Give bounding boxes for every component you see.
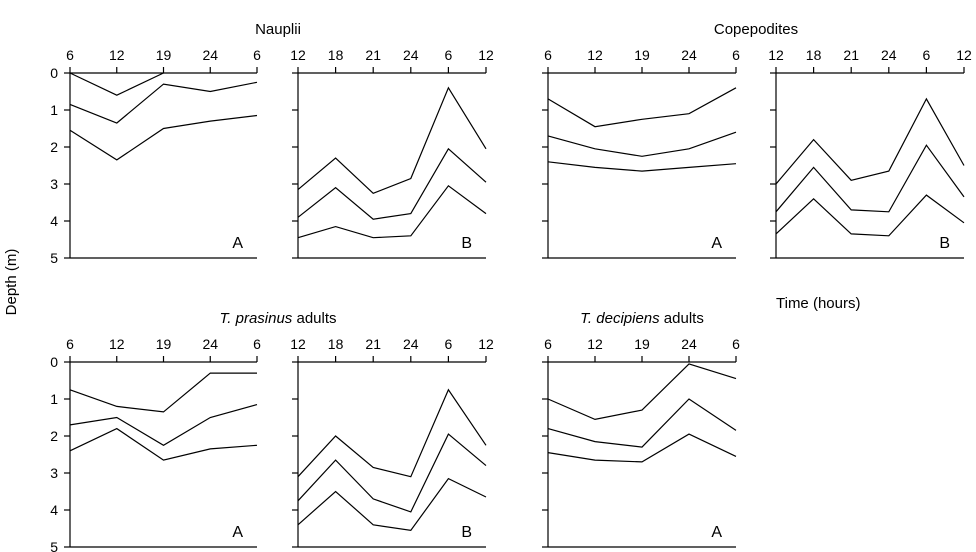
x-tick-label: 6 — [544, 47, 552, 63]
y-tick-label: 3 — [50, 465, 58, 481]
series-line-1 — [547, 363, 737, 421]
series-line-2 — [297, 147, 487, 220]
series-line-3 — [69, 427, 258, 461]
x-tick-label: 18 — [328, 336, 344, 352]
time-axis-label: Time (hours) — [776, 295, 860, 312]
y-tick-label: 0 — [50, 354, 58, 370]
series-line-1 — [775, 97, 965, 185]
x-tick-label: 24 — [681, 47, 697, 63]
panel-letter: A — [711, 235, 722, 252]
panel-4: 12 18 21 24 6 12 B — [768, 47, 972, 259]
x-tick-label: 12 — [109, 336, 125, 352]
x-tick-label: 6 — [66, 336, 74, 352]
y-tick-label: 0 — [50, 65, 58, 81]
y-axis-label: Depth (m) — [3, 249, 20, 316]
panel-6: 12 18 21 24 6 12 B — [290, 336, 494, 548]
y-tick-label: 5 — [50, 250, 58, 266]
x-tick-label: 12 — [290, 47, 306, 63]
x-tick-label: 18 — [328, 47, 344, 63]
x-tick-label: 6 — [253, 47, 261, 63]
series-line-3 — [775, 194, 965, 237]
x-tick-label: 24 — [202, 47, 218, 63]
x-tick-label: 24 — [403, 336, 419, 352]
panel-letter: B — [461, 524, 472, 541]
panel-letter: B — [461, 235, 472, 252]
x-tick-label: 12 — [587, 336, 603, 352]
panel-3: Copepodites 6 12 19 24 6 A — [542, 21, 798, 259]
panel-letter: A — [711, 524, 722, 541]
x-tick-label: 19 — [634, 47, 650, 63]
x-tick-label: 6 — [66, 47, 74, 63]
x-tick-label: 19 — [634, 336, 650, 352]
x-tick-label: 19 — [156, 336, 172, 352]
series-line-1 — [69, 72, 164, 96]
group-title: T. prasinus adults — [219, 310, 336, 327]
series-line-2 — [547, 398, 737, 448]
y-tick-label: 4 — [50, 213, 58, 229]
x-tick-label: 6 — [253, 336, 261, 352]
series-line-3 — [297, 477, 487, 532]
series-line-2 — [547, 131, 737, 157]
series-line-3 — [297, 184, 487, 239]
series-line-3 — [69, 114, 258, 161]
x-tick-label: 12 — [587, 47, 603, 63]
series-line-1 — [297, 86, 487, 194]
group-title: T. decipiens adults — [580, 310, 704, 327]
x-tick-label: 6 — [732, 336, 740, 352]
series-line-2 — [775, 144, 965, 213]
series-line-3 — [547, 161, 737, 172]
x-tick-label: 21 — [365, 47, 381, 63]
y-tick-label: 2 — [50, 139, 58, 155]
y-tick-label: 3 — [50, 176, 58, 192]
group-title: Copepodites — [714, 21, 798, 38]
x-tick-label: 6 — [732, 47, 740, 63]
y-tick-label: 2 — [50, 428, 58, 444]
panel-letter: A — [232, 524, 243, 541]
x-tick-label: 12 — [109, 47, 125, 63]
x-tick-label: 6 — [445, 336, 453, 352]
y-tick-label: 4 — [50, 502, 58, 518]
x-tick-label: 6 — [544, 336, 552, 352]
panel-7: T. decipiens adults 6 12 19 24 6 A — [542, 310, 740, 548]
x-tick-label: 6 — [923, 47, 931, 63]
x-tick-label: 6 — [445, 47, 453, 63]
series-line-1 — [297, 388, 487, 478]
panel-letter: A — [232, 235, 243, 252]
panel-letter: B — [939, 235, 950, 252]
series-line-1 — [69, 372, 257, 413]
x-tick-label: 24 — [681, 336, 697, 352]
x-tick-label: 12 — [768, 47, 784, 63]
x-tick-label: 12 — [290, 336, 306, 352]
y-tick-label: 1 — [50, 102, 58, 118]
series-line-2 — [297, 433, 487, 513]
x-tick-label: 18 — [806, 47, 822, 63]
series-line-2 — [69, 81, 258, 124]
x-tick-label: 21 — [365, 336, 381, 352]
x-tick-label: 21 — [843, 47, 859, 63]
x-tick-label: 12 — [956, 47, 972, 63]
panel-2: 12 18 21 24 6 12 B — [290, 47, 494, 259]
x-tick-label: 24 — [881, 47, 897, 63]
x-tick-label: 12 — [478, 47, 494, 63]
x-tick-label: 12 — [478, 336, 494, 352]
y-tick-label: 1 — [50, 391, 58, 407]
y-tick-label: 5 — [50, 539, 58, 552]
group-title: Nauplii — [255, 21, 301, 38]
x-tick-label: 24 — [403, 47, 419, 63]
x-tick-label: 19 — [156, 47, 172, 63]
series-line-1 — [547, 87, 737, 128]
x-tick-label: 24 — [202, 336, 218, 352]
series-line-3 — [547, 433, 737, 463]
series-line-2 — [69, 404, 258, 446]
